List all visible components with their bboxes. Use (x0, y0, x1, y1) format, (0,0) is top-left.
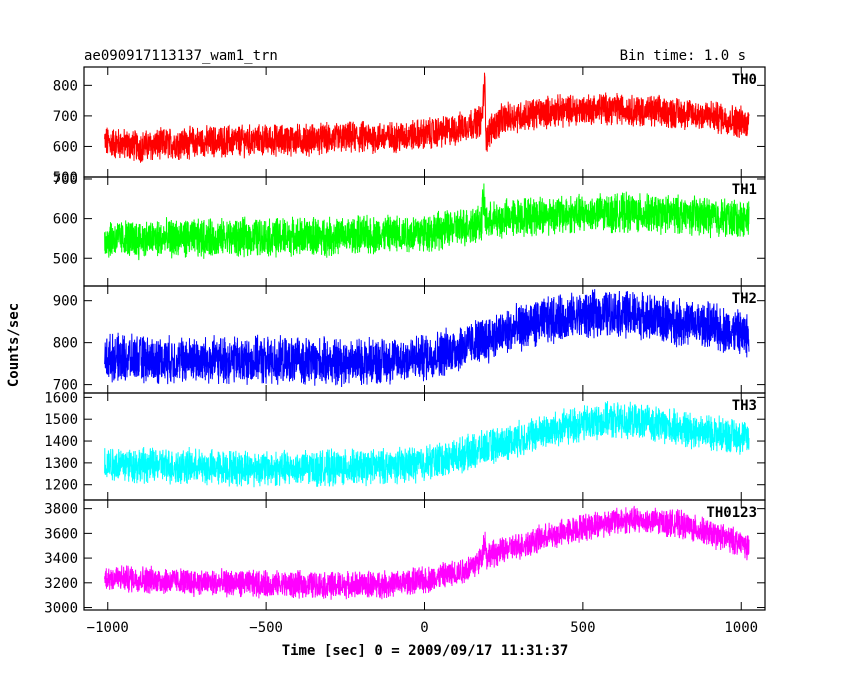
x-tick-label: −500 (249, 620, 283, 636)
y-tick-label: 500 (53, 170, 78, 186)
panel-label: TH0 (732, 72, 757, 88)
panel-th2: 700 800 900 TH2 (53, 285, 766, 394)
y-axis-label: Counts/sec (6, 303, 22, 387)
y-tick-label: 800 (53, 336, 78, 352)
x-tick-label: 1000 (724, 620, 758, 636)
panel-th3: 1200 1300 1400 1500 1600 TH3 (44, 390, 766, 501)
x-tick-label: 500 (570, 620, 595, 636)
series-line-th0 (104, 72, 750, 163)
panel-frame (83, 392, 766, 501)
y-tick-label: 1400 (44, 434, 78, 450)
y-tick-label: 3600 (44, 526, 78, 542)
x-axis-label: Time [sec] 0 = 2009/09/17 11:31:37 (282, 643, 569, 659)
y-tick-label: 700 (53, 109, 78, 125)
panel-th1: 500 600 700 TH1 (53, 172, 766, 287)
y-tick-label: 1200 (44, 478, 78, 494)
series-line-th1 (104, 183, 750, 261)
panel-th0: 500 600 700 800 TH0 (53, 66, 766, 186)
x-tick-label: 0 (420, 620, 428, 636)
y-tick-label: 700 (53, 378, 78, 394)
y-tick-label: 1300 (44, 456, 78, 472)
y-tick-label: 900 (53, 294, 78, 310)
panel-th0123: 3000 3200 3400 3600 3800 TH0123 (44, 499, 766, 617)
y-tick-label: 3000 (44, 601, 78, 617)
y-tick-label: 1500 (44, 412, 78, 428)
series-line-th0123 (104, 505, 750, 600)
chart-title: ae090917113137_wam1_trn (84, 48, 278, 64)
x-axis: −1000 −500 0 500 1000 (87, 620, 758, 636)
y-tick-label: 700 (53, 172, 78, 188)
series-line-th2 (104, 289, 750, 388)
panel-label: TH1 (732, 182, 757, 198)
panel-frame (83, 66, 766, 178)
y-tick-label: 800 (53, 78, 78, 94)
x-tick-label: −1000 (87, 620, 129, 636)
y-tick-label: 3200 (44, 576, 78, 592)
series-line-th3 (104, 401, 750, 488)
y-tick-label: 600 (53, 139, 78, 155)
y-tick-label: 600 (53, 212, 78, 228)
bin-time-label: Bin time: 1.0 s (620, 48, 746, 64)
panel-label: TH2 (732, 291, 757, 307)
panels-group: 500 600 700 800 TH0 500 600 700 TH1 700 800 900 TH2 1… (44, 66, 766, 617)
y-tick-label: 1600 (44, 390, 78, 406)
y-tick-label: 500 (53, 251, 78, 267)
panel-label: TH0123 (706, 505, 757, 521)
y-tick-label: 3800 (44, 502, 78, 518)
y-tick-label: 3400 (44, 551, 78, 567)
panel-label: TH3 (732, 398, 757, 414)
